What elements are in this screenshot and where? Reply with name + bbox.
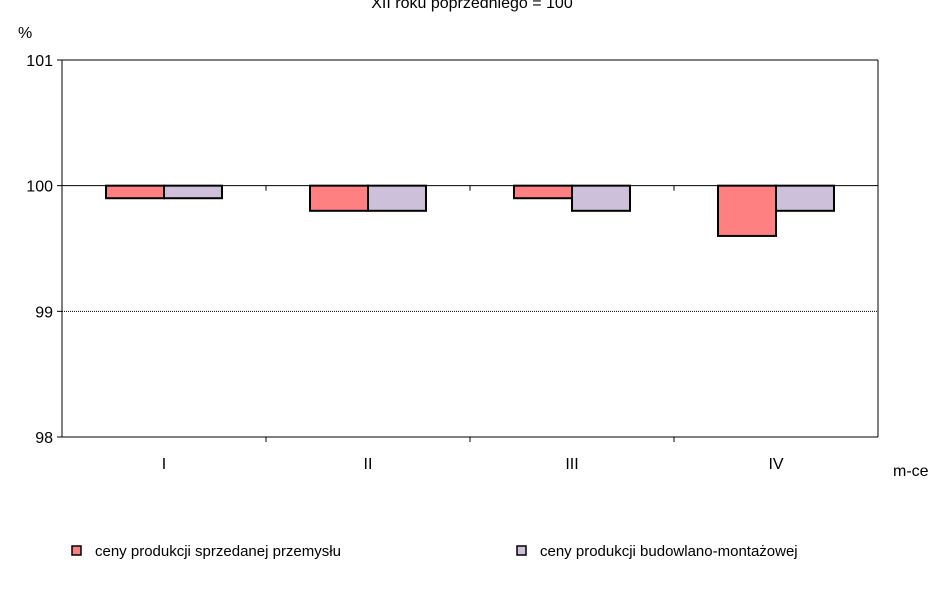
x-tick-label-IV: IV <box>768 456 783 473</box>
bar-construction-III <box>571 184 631 212</box>
y-axis-label: % <box>18 25 32 42</box>
bar-industry-I <box>105 184 165 200</box>
y-tick-label-99: 99 <box>35 304 53 321</box>
x-tick-label-III: III <box>565 456 578 473</box>
bar-industry-III <box>513 184 573 200</box>
x-tick-label-I: I <box>162 456 166 473</box>
legend-label-construction: ceny produkcji budowlano-montażowej <box>540 543 798 560</box>
bar-construction-IV <box>775 184 835 212</box>
bar-industry-IV <box>717 184 777 237</box>
bars <box>105 184 835 237</box>
x-axis-label: m-ce <box>893 463 929 480</box>
bar-industry-II <box>309 184 369 212</box>
chart-title: XII roku poprzedniego = 100 <box>371 0 573 12</box>
legend-label-industry: ceny produkcji sprzedanej przemysłu <box>95 543 341 560</box>
y-tick-label-101: 101 <box>26 53 53 70</box>
bar-construction-II <box>367 184 427 212</box>
legend-swatch-industry <box>71 545 82 556</box>
y-tick-label-100: 100 <box>26 179 53 196</box>
legend: ceny produkcji sprzedanej przemysłu ceny… <box>71 543 798 560</box>
y-tick-label-98: 98 <box>35 430 53 447</box>
legend-swatch-construction <box>516 545 527 556</box>
bar-construction-I <box>163 184 223 200</box>
axes <box>57 59 879 442</box>
x-tick-label-II: II <box>364 456 373 473</box>
